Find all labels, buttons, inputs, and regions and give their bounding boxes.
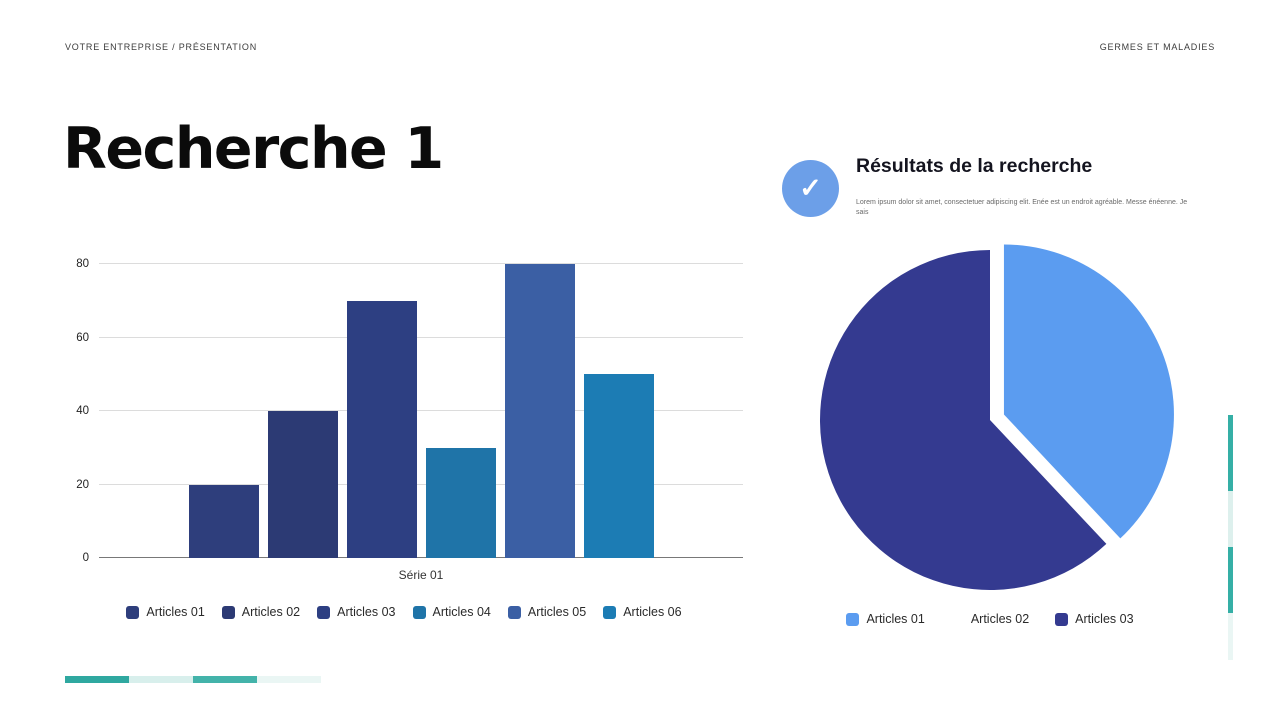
legend-item: Articles 06 [603, 605, 682, 619]
pie-svg [820, 244, 1174, 590]
legend-swatch-icon [126, 605, 140, 619]
legend-swatch-icon [221, 605, 235, 619]
decor-segment [65, 676, 129, 683]
pie-slice-articles-03 [820, 250, 1107, 590]
legend-item: Articles 01 [126, 605, 205, 619]
legend-swatch-icon [412, 605, 426, 619]
legend-label: Articles 02 [241, 605, 301, 619]
bar-articles-02 [267, 411, 338, 558]
decor-segment [1228, 547, 1233, 613]
legend-item: Articles 03 [1055, 612, 1134, 626]
decor-segment [257, 676, 321, 683]
legend-label: Articles 04 [432, 605, 491, 619]
bar-articles-01 [188, 484, 259, 558]
legend-swatch-icon [846, 612, 860, 626]
breadcrumb: VOTRE ENTREPRISE / PRÉSENTATION [65, 42, 257, 52]
legend-item: Articles 05 [507, 605, 587, 619]
check-icon: ✓ [782, 160, 839, 217]
bar-chart-plot [99, 263, 743, 558]
gridline [99, 336, 743, 338]
bar-chart-x-label: Série 01 [398, 568, 444, 582]
legend-item: Articles 02 [221, 605, 301, 619]
gridline [99, 410, 743, 411]
y-tick-label: 80 [76, 258, 89, 270]
legend-label: Articles 06 [623, 605, 682, 619]
top-right-label: GERMES ET MALADIES [1099, 42, 1215, 52]
legend-swatch-icon [1055, 612, 1069, 626]
bar-articles-06 [583, 374, 654, 558]
legend-item: Articles 02 [950, 612, 1030, 626]
bar-chart-legend: Articles 01 Articles 02 Articles 03 Article… [65, 605, 743, 619]
legend-label: Articles 03 [337, 605, 396, 619]
legend-label: Articles 01 [146, 605, 205, 619]
pie-slice-articles-01 [1003, 244, 1174, 539]
decor-segment [129, 676, 193, 683]
page-title: Recherche 1 [63, 116, 444, 182]
x-axis-line [99, 557, 743, 558]
legend-swatch-icon [603, 605, 617, 619]
decor-segment [1228, 613, 1233, 660]
legend-label: Articles 02 [970, 612, 1030, 626]
bar-chart: 0 20 40 60 80 [65, 258, 743, 564]
pie-chart-legend: Articles 01 Articles 02 Articles 03 [800, 612, 1180, 626]
results-heading: Résultats de la recherche [856, 155, 1093, 177]
legend-item: Articles 03 [317, 605, 396, 619]
gridline [99, 263, 743, 264]
decor-segment [1228, 415, 1233, 491]
bar-articles-03 [346, 300, 417, 558]
bar-articles-04 [425, 447, 496, 558]
decor-segment [193, 676, 257, 683]
legend-label: Articles 03 [1075, 612, 1134, 626]
y-tick-label: 20 [76, 478, 89, 491]
bottom-decor-bars [65, 676, 321, 683]
decor-segment [1228, 491, 1233, 547]
legend-label: Articles 01 [866, 612, 925, 626]
y-tick-label: 60 [76, 331, 89, 344]
legend-item: Articles 04 [412, 605, 491, 619]
y-tick-label: 40 [76, 405, 89, 417]
bar-chart-bars [99, 264, 743, 558]
legend-label: Articles 05 [527, 605, 587, 619]
legend-swatch-icon [317, 605, 331, 619]
y-tick-label: 0 [82, 552, 89, 564]
results-body: Lorem ipsum dolor sit amet, consectetuer… [856, 199, 1188, 216]
legend-swatch-icon [950, 612, 964, 626]
check-glyph: ✓ [799, 173, 822, 203]
bar-chart-yaxis: 0 20 40 60 80 [65, 258, 99, 564]
bar-articles-05 [504, 264, 575, 558]
legend-swatch-icon [507, 605, 521, 619]
gridline [99, 483, 743, 485]
legend-item: Articles 01 [846, 612, 925, 626]
side-decor-bars [1228, 415, 1233, 660]
